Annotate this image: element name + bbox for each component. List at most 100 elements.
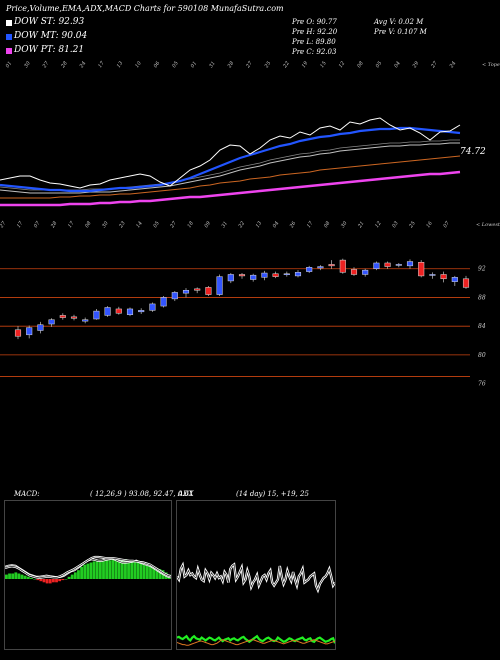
candle-date-tick: 04	[272, 220, 281, 229]
candle-body	[138, 310, 145, 313]
candle-date-tick: 13	[255, 220, 264, 229]
ohlc-high: Pre H: 92.20	[292, 28, 338, 36]
ohlc-open: Pre O: 90.77	[292, 18, 337, 26]
candle-body	[261, 272, 268, 278]
macd-histogram-bar	[39, 579, 43, 582]
candle-date-tick: 26	[288, 220, 298, 230]
candle-date-tick: 22	[237, 220, 246, 229]
macd-histogram-bar	[30, 577, 33, 579]
ema-date-tick: 12	[338, 60, 347, 69]
candle-top-label: < Lowest	[476, 222, 500, 228]
ema-line-longest	[0, 170, 461, 207]
ema-date-tick: 25	[263, 60, 272, 69]
candle-body	[395, 264, 402, 266]
ema-date-tick: 30	[23, 60, 32, 69]
macd-histogram-bar	[139, 563, 143, 579]
candle-body	[451, 277, 458, 282]
legend-swatch	[6, 20, 12, 26]
candle-body	[160, 297, 167, 307]
adx-plus-di-line	[177, 563, 335, 591]
candle-date-tick: 27	[0, 220, 8, 230]
candle-date-tick: 30	[340, 220, 349, 229]
candle-date-tick: 17	[306, 220, 315, 229]
macd-histogram-bar	[42, 579, 46, 583]
macd-histogram-bar	[102, 560, 105, 579]
candle-body	[384, 262, 391, 267]
candle-date-tick: 03	[391, 220, 400, 229]
price-axis-tick: 76	[478, 381, 486, 388]
macd-histogram-bar	[155, 568, 159, 579]
candle-date-tick: 25	[408, 220, 417, 229]
macd-histogram-bar	[117, 559, 121, 579]
ema-date-tick: 29	[411, 60, 421, 70]
macd-histogram-bar	[92, 561, 96, 579]
ema-date-tick: 31	[208, 60, 217, 69]
adx-line	[177, 639, 335, 646]
ema-date-tick: 28	[226, 60, 235, 69]
legend-swatch	[6, 48, 12, 54]
ohlc-low: Pre L: 89.80	[292, 38, 336, 46]
candle-body	[182, 290, 190, 294]
ema-top-label: < Tope	[482, 62, 500, 68]
candle-body	[227, 274, 234, 282]
avg-volume: Avg V: 0.02 M	[374, 18, 424, 26]
candle-body	[429, 274, 436, 276]
macd-histogram-bar	[89, 562, 93, 579]
candle-date-tick: 30	[101, 220, 110, 229]
candle-body	[82, 319, 89, 322]
macd-histogram-bar	[95, 561, 99, 579]
macd-histogram-bar	[51, 579, 55, 583]
candle-date-tick: 17	[67, 220, 76, 229]
ema-date-tick: 24	[448, 60, 457, 69]
ema-date-tick: 27	[430, 60, 440, 70]
macd-histogram-bar	[5, 574, 8, 579]
candle-body	[104, 307, 111, 316]
price-axis-tick: 84	[478, 323, 486, 330]
candle-body	[362, 269, 369, 275]
candle-date-tick: 14	[135, 220, 144, 229]
macd-histogram-bar	[124, 559, 127, 579]
legend-label: DOW ST: 92.93	[14, 17, 85, 27]
prev-volume: Pre V: 0.107 M	[374, 28, 427, 36]
candle-date-tick: 12	[374, 220, 383, 229]
ema-line-mid	[0, 142, 460, 194]
macd-label: MACD:	[14, 490, 40, 498]
candle-body	[406, 261, 414, 267]
macd-histogram-bar	[127, 560, 130, 579]
macd-histogram-bar	[120, 559, 124, 579]
candle-body	[93, 310, 100, 320]
price-axis-tick: 88	[478, 294, 486, 301]
legend-label: DOW PT: 81.21	[14, 45, 85, 55]
ema-date-tick: 15	[319, 60, 328, 69]
adx-panel	[176, 500, 336, 650]
macd-histogram-bar	[158, 569, 162, 579]
macd-histogram-bar	[8, 573, 11, 579]
macd-histogram-bar	[152, 566, 156, 579]
candle-body	[250, 274, 257, 280]
candle-date-tick: 17	[16, 220, 25, 229]
macd-histogram-bar	[67, 576, 71, 579]
ema-line-price	[0, 117, 461, 189]
ema-date-tick: 28	[60, 60, 69, 69]
ema-date-tick: 04	[393, 60, 402, 69]
macd-histogram-bar	[77, 570, 80, 579]
candle-body	[70, 316, 78, 319]
macd-histogram-bar	[11, 573, 15, 579]
candle-body	[59, 315, 66, 318]
candle-body	[238, 274, 246, 277]
candle-body	[440, 274, 447, 280]
candle-body	[350, 269, 358, 275]
macd-values: ( 12,26,9 ) 93.08, 92.47, 0.61	[90, 490, 194, 498]
ema-date-tick: 05	[375, 60, 384, 69]
candle-date-tick: 07	[33, 220, 42, 229]
macd-histogram-bar	[111, 559, 115, 579]
macd-signal-line	[5, 556, 171, 579]
macd-histogram-bar	[105, 560, 109, 579]
candle-date-tick: 21	[356, 220, 365, 229]
candle-date-tick: 31	[221, 220, 230, 229]
candle-body	[37, 324, 44, 331]
candle-body	[115, 308, 122, 314]
price-axis-tick: 92	[478, 266, 486, 273]
ema-date-tick: 10	[134, 60, 143, 69]
candle-body	[272, 273, 279, 277]
